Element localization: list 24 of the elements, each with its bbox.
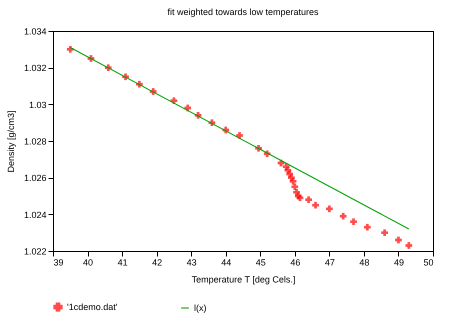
y-tick-label: 1.026	[24, 173, 46, 184]
x-tick-label: 41	[118, 258, 128, 268]
y-tick-label: 1.032	[24, 63, 46, 74]
x-tick-label: 40	[83, 258, 94, 268]
y-axis-title: Density [g/cm3]	[6, 110, 16, 173]
y-tick-label: 1.024	[24, 210, 46, 220]
chart-title: fit weighted towards low temperatures	[167, 7, 320, 17]
x-tick-label: 50	[423, 258, 434, 268]
x-tick-label: 43	[186, 258, 197, 268]
x-tick-label: 46	[290, 258, 300, 268]
x-tick-label: 39	[54, 258, 64, 268]
y-tick-label: 1.028	[24, 136, 46, 146]
x-tick-label: 49	[394, 258, 404, 268]
legend-label: '1cdemo.dat'	[67, 302, 118, 312]
x-tick-label: 42	[152, 258, 162, 268]
x-axis-title: Temperature T [deg Cels.]	[192, 274, 296, 284]
x-tick-label: 48	[359, 258, 370, 268]
y-tick-label: 1.03	[28, 100, 46, 110]
x-tick-label: 44	[221, 258, 232, 268]
legend-label: l(x)	[194, 303, 206, 313]
y-tick-label: 1.022	[24, 246, 46, 256]
x-tick-label: 45	[256, 258, 266, 268]
x-tick-label: 47	[324, 258, 335, 268]
y-tick-label: 1.034	[24, 26, 46, 36]
